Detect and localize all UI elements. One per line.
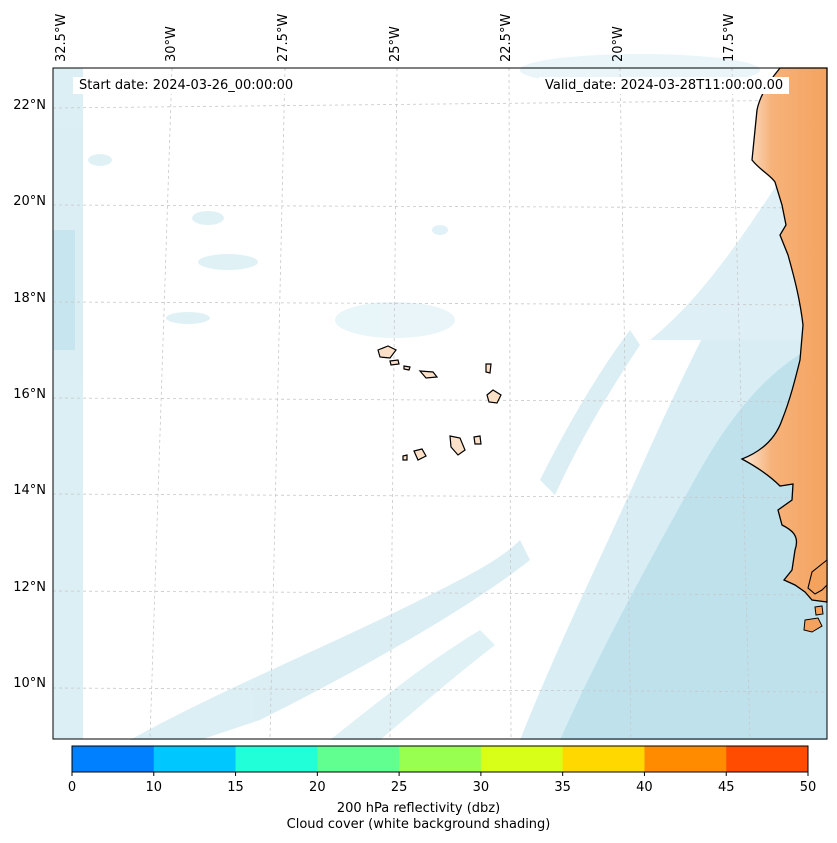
colorbar-tick-label: 40 <box>636 780 653 795</box>
colorbar-label-line2: Cloud cover (white background shading) <box>286 817 551 832</box>
colorbar-segment <box>562 746 645 772</box>
bijagos-islands <box>803 605 824 633</box>
lon-label: 25°W <box>388 26 403 62</box>
colorbar-label-line1: 200 hPa reflectivity (dbz) <box>336 801 501 816</box>
colorbar-tick-label: 35 <box>554 780 571 795</box>
colorbar-segment <box>644 746 727 772</box>
lat-label: 14°N <box>13 483 46 498</box>
colorbar-segment <box>72 746 155 772</box>
cabo-verde-islands <box>377 345 502 461</box>
colorbar-tick-label: 0 <box>67 780 77 795</box>
lon-label: 32.5°W <box>54 13 69 62</box>
colorbar-segment <box>399 746 482 772</box>
graticule <box>52 67 828 740</box>
colorbar-label: 200 hPa reflectivity (dbz) Cloud cover (… <box>0 801 837 833</box>
lat-label: 20°N <box>13 194 46 209</box>
valid-date-label: Valid_date: 2024-03-28T11:00:00.00 <box>539 77 790 94</box>
colorbar-tick-label: 15 <box>227 780 244 795</box>
lat-label: 10°N <box>13 676 46 691</box>
cloud-cover-shading <box>53 54 827 740</box>
colorbar-segment <box>726 746 809 772</box>
colorbar-segment <box>317 746 400 772</box>
start-date-label: Start date: 2024-03-26_00:00:00 <box>73 77 300 94</box>
colorbar-tick-label: 25 <box>390 780 408 795</box>
colorbar <box>71 745 809 776</box>
lat-label: 16°N <box>13 387 46 402</box>
colorbar-tick-label: 50 <box>799 780 817 795</box>
colorbar-segment <box>480 746 564 772</box>
africa-land <box>740 67 828 603</box>
colorbar-tick-label: 30 <box>472 780 490 795</box>
lat-label: 22°N <box>13 98 46 113</box>
colorbar-tick-label: 45 <box>717 780 735 795</box>
lon-label: 27.5°W <box>276 13 291 62</box>
colorbar-segment <box>235 746 318 772</box>
lat-label: 18°N <box>13 291 46 306</box>
lon-label: 17.5°W <box>722 13 737 62</box>
colorbar-tick-label: 20 <box>309 780 326 795</box>
map-frame <box>52 67 828 740</box>
colorbar-frame <box>71 745 809 773</box>
lon-label: 30°W <box>164 26 179 62</box>
lon-label: 20°W <box>611 26 626 62</box>
colorbar-segment <box>153 746 237 772</box>
lon-label: 22.5°W <box>499 13 514 62</box>
lat-label: 12°N <box>13 580 46 595</box>
colorbar-tick-label: 10 <box>145 780 163 795</box>
